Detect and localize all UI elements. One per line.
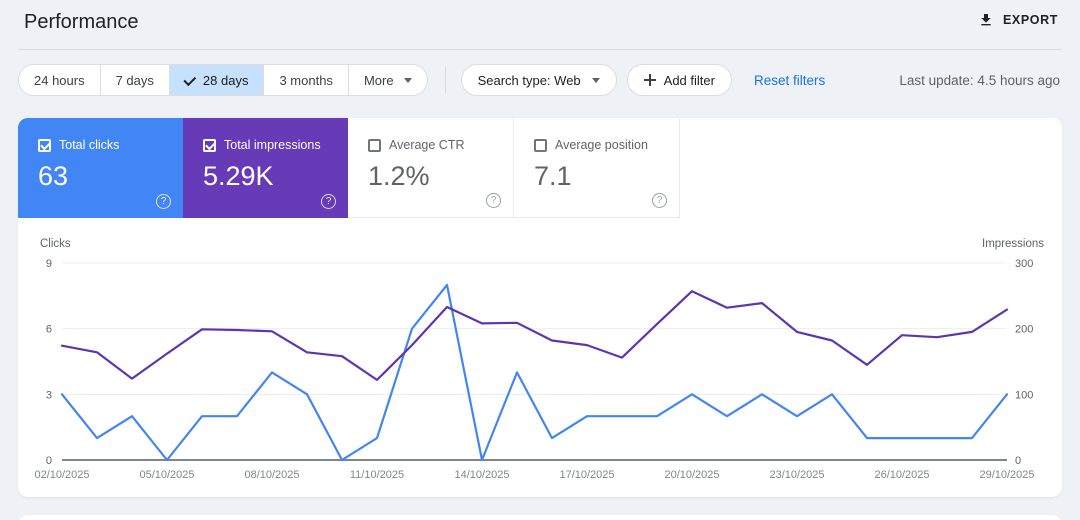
left-axis-tick: 6 xyxy=(46,324,52,336)
help-icon[interactable]: ? xyxy=(486,193,501,208)
x-tick-label: 14/10/2025 xyxy=(454,469,509,481)
right-axis-tick: 200 xyxy=(1015,324,1033,336)
reset-filters-link[interactable]: Reset filters xyxy=(753,72,826,88)
metric-card-average-position[interactable]: Average position 7.1 ? xyxy=(514,118,680,218)
export-button[interactable]: EXPORT xyxy=(978,12,1058,28)
metric-card-total-impressions[interactable]: Total impressions 5.29K ? xyxy=(183,118,348,218)
right-axis-title: Impressions xyxy=(982,238,1044,250)
help-icon[interactable]: ? xyxy=(321,194,336,209)
help-icon[interactable]: ? xyxy=(156,194,171,209)
checkbox-unchecked-icon[interactable] xyxy=(368,138,381,152)
date-range-more[interactable]: More xyxy=(347,65,427,95)
left-axis-tick: 0 xyxy=(46,455,52,467)
right-axis-tick: 300 xyxy=(1015,258,1033,270)
left-axis-title: Clicks xyxy=(40,238,71,250)
x-tick-label: 26/10/2025 xyxy=(874,469,929,481)
x-tick-label: 02/10/2025 xyxy=(34,469,89,481)
x-tick-label: 05/10/2025 xyxy=(139,469,194,481)
chip-label: 3 months xyxy=(279,72,333,88)
performance-chart[interactable]: Clicks Impressions 0 3 6 9 0 100 200 300 02/10/202… xyxy=(18,235,1062,497)
metric-value: 5.29K xyxy=(203,161,274,191)
search-type-label: Search type: Web xyxy=(477,72,581,88)
x-tick-label: 29/10/2025 xyxy=(979,469,1034,481)
metric-cards: Total clicks 63 ? Total impressions 5.29… xyxy=(18,118,1062,218)
chip-label: 28 days xyxy=(202,72,249,88)
left-axis-tick: 9 xyxy=(46,258,52,270)
page-title: Performance xyxy=(24,11,139,33)
check-icon xyxy=(183,72,197,86)
x-tick-label: 17/10/2025 xyxy=(559,469,614,481)
date-range-7-days[interactable]: 7 days xyxy=(99,65,169,95)
chip-label: 7 days xyxy=(115,72,154,88)
metric-card-total-clicks[interactable]: Total clicks 63 ? xyxy=(18,118,183,218)
card-header: Average CTR xyxy=(368,138,513,152)
card-header: Total impressions xyxy=(203,138,348,152)
metric-value: 1.2% xyxy=(368,161,430,191)
checkbox-checked-icon[interactable] xyxy=(38,138,51,152)
x-tick-label: 11/10/2025 xyxy=(350,469,404,481)
checkbox-checked-icon[interactable] xyxy=(203,138,216,152)
add-filter-button[interactable]: Add filter xyxy=(626,64,732,96)
search-type-dropdown[interactable]: Search type: Web xyxy=(460,64,617,96)
metric-label: Average position xyxy=(555,138,648,152)
x-tick-label: 23/10/2025 xyxy=(769,469,824,481)
last-update-text: Last update: 4.5 hours ago xyxy=(899,72,1060,88)
x-tick-label: 08/10/2025 xyxy=(244,469,299,481)
chip-label: More xyxy=(363,72,394,88)
left-axis-tick: 3 xyxy=(46,389,52,401)
header-divider xyxy=(18,49,1062,50)
impressions-line xyxy=(60,290,1009,381)
date-range-group: 24 hours 7 days 28 days 3 months More xyxy=(18,64,428,96)
right-axis-tick: 100 xyxy=(1015,389,1033,401)
metric-label: Average CTR xyxy=(389,138,465,152)
metric-value: 7.1 xyxy=(534,161,572,191)
checkbox-unchecked-icon[interactable] xyxy=(534,138,547,152)
metric-label: Total clicks xyxy=(59,138,120,152)
chevron-down-icon xyxy=(591,77,600,83)
metric-label: Total impressions xyxy=(224,138,321,152)
download-icon xyxy=(981,14,991,26)
card-header: Average position xyxy=(534,138,679,152)
clicks-line xyxy=(60,283,1009,462)
chip-label: 24 hours xyxy=(34,72,85,88)
x-tick-label: 20/10/2025 xyxy=(664,469,719,481)
toolbar-divider xyxy=(444,66,446,94)
metric-card-average-ctr[interactable]: Average CTR 1.2% ? xyxy=(348,118,514,218)
date-range-28-days[interactable]: 28 days xyxy=(168,65,264,95)
plus-icon xyxy=(643,74,656,86)
metric-value: 63 xyxy=(38,161,69,191)
right-axis-tick: 0 xyxy=(1015,455,1021,467)
date-range-24-hours[interactable]: 24 hours xyxy=(19,65,100,95)
date-range-3-months[interactable]: 3 months xyxy=(263,65,348,95)
help-icon[interactable]: ? xyxy=(652,193,667,208)
performance-panel: Total clicks 63 ? Total impressions 5.29… xyxy=(18,118,1062,497)
card-header: Total clicks xyxy=(38,138,183,152)
line-chart: Clicks Impressions 0 3 6 9 0 100 200 300 02/10/202… xyxy=(34,238,1044,481)
chevron-down-icon xyxy=(403,77,412,83)
add-filter-label: Add filter xyxy=(663,72,715,88)
filter-toolbar: 24 hours 7 days 28 days 3 months More Se… xyxy=(18,64,1060,96)
next-section-panel xyxy=(18,515,1062,520)
export-label: EXPORT xyxy=(1003,13,1058,27)
